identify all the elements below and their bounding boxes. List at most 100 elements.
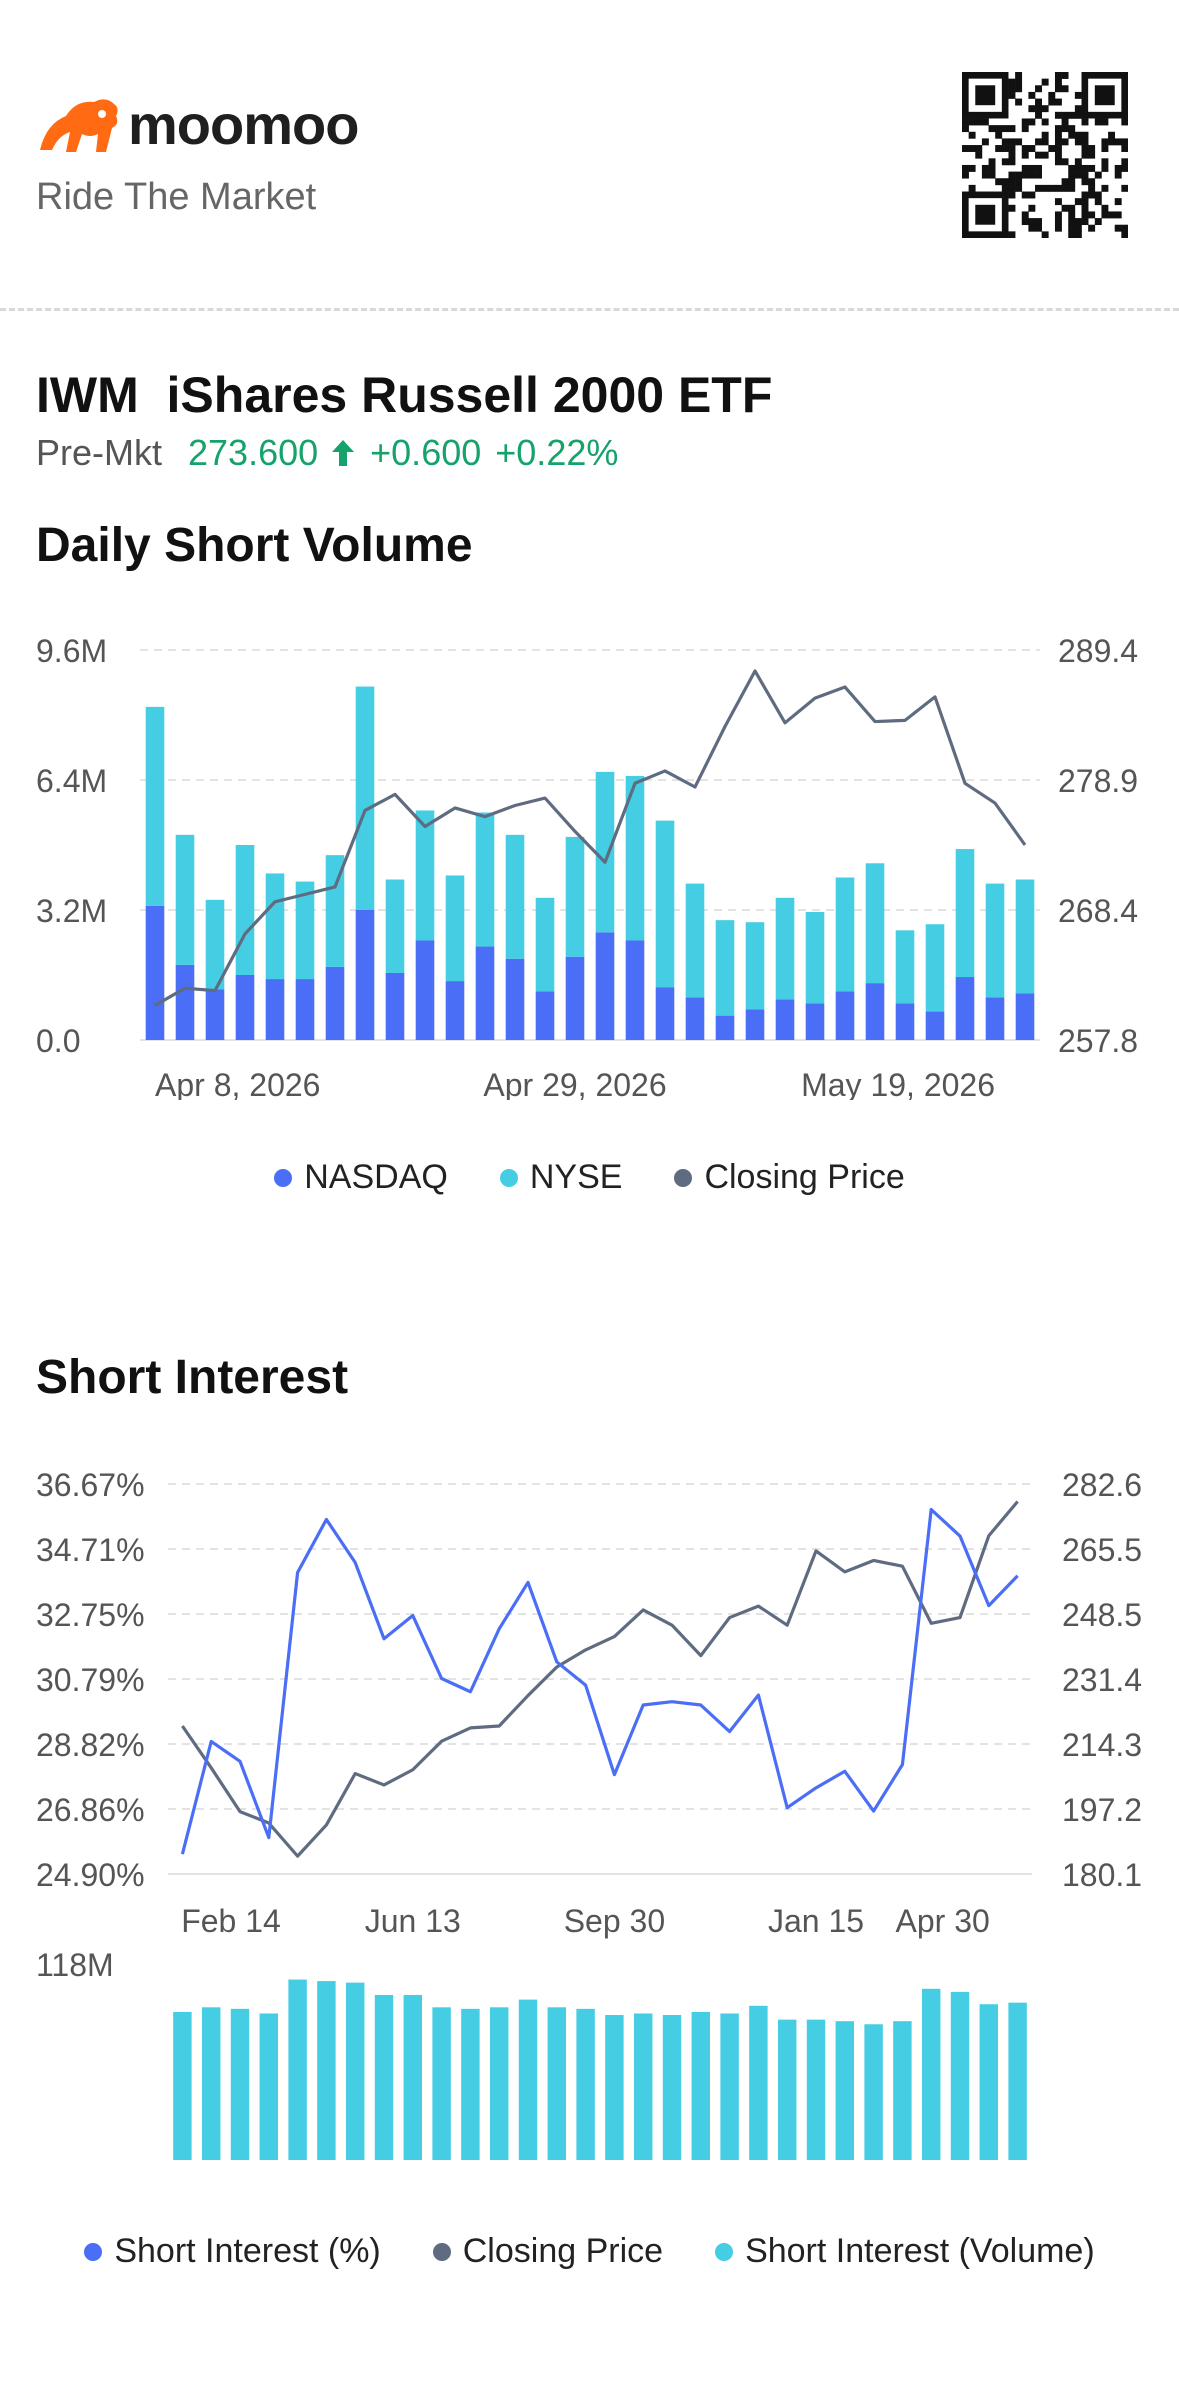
qr-module: [1054, 85, 1062, 93]
bar-nyse: [595, 771, 615, 933]
qr-module: [1094, 118, 1102, 126]
y-left-tick-label: 24.90%: [36, 1857, 145, 1893]
short-interest-volume-bar: [173, 2011, 192, 2160]
qr-module: [1035, 184, 1042, 192]
app-header: moomoo Ride The Market: [0, 0, 1179, 311]
qr-module: [1094, 218, 1102, 226]
bar-nyse: [175, 834, 195, 965]
bar-nasdaq: [565, 956, 585, 1040]
bar-nasdaq: [445, 981, 465, 1040]
legend-item-short-interest-volume: Short Interest (Volume): [715, 2232, 1095, 2271]
bar-nyse: [715, 920, 735, 1016]
qr-module: [1001, 178, 1009, 186]
bar-nyse: [205, 899, 225, 990]
x-tick-label: Sep 30: [564, 1903, 665, 1939]
qr-module: [1021, 171, 1029, 179]
short-interest-volume-bar: [777, 2019, 797, 2160]
qr-module: [1068, 204, 1076, 212]
qr-module: [1048, 91, 1056, 99]
bar-nyse: [805, 912, 825, 1004]
qr-module: [1074, 164, 1082, 172]
qr-module: [1081, 178, 1089, 186]
qr-module: [1081, 164, 1089, 172]
bar-nasdaq: [535, 991, 555, 1040]
qr-module: [1068, 211, 1076, 219]
qr-module: [1114, 211, 1122, 219]
qr-module: [1088, 191, 1096, 199]
qr-module: [988, 158, 996, 166]
qr-module: [1015, 171, 1023, 179]
closing-price-line: [181, 1500, 1019, 1858]
x-tick-label: Apr 29, 2026: [483, 1067, 666, 1100]
y-right-tick-label: 282.6: [1062, 1467, 1142, 1503]
qr-module: [1088, 184, 1096, 192]
qr-code-icon: [962, 72, 1128, 238]
bar-nyse: [295, 881, 315, 980]
bar-nasdaq: [745, 1009, 765, 1040]
short-interest-volume-bar: [720, 2013, 739, 2160]
qr-module: [1054, 138, 1062, 146]
bar-nyse: [865, 863, 885, 984]
bar-nyse: [415, 810, 435, 941]
qr-module: [1028, 218, 1036, 226]
qr-module: [1101, 204, 1109, 212]
qr-module: [1061, 184, 1069, 192]
qr-module: [1001, 158, 1009, 166]
qr-module: [981, 138, 989, 146]
qr-module: [1021, 164, 1029, 172]
qr-module: [1048, 145, 1056, 152]
legend-label: NYSE: [529, 1158, 623, 1196]
qr-module: [1035, 85, 1042, 93]
qr-module: [1088, 211, 1096, 219]
qr-module: [1094, 198, 1102, 206]
bar-nasdaq: [655, 987, 675, 1040]
short-interest-volume-bar: [489, 2007, 509, 2160]
qr-module: [1081, 171, 1089, 179]
qr-module: [1081, 138, 1089, 146]
short-interest-volume-bar: [576, 2008, 595, 2160]
qr-module: [1114, 164, 1122, 172]
qr-module: [1054, 131, 1062, 139]
qr-module: [1021, 151, 1029, 159]
ticker-title: IWM iShares Russell 2000 ETF: [36, 366, 772, 424]
short-interest-volume-bar: [201, 2007, 221, 2160]
qr-module: [1121, 158, 1128, 166]
qr-module: [1015, 184, 1023, 192]
qr-module: [1081, 118, 1089, 126]
bar-nyse: [265, 873, 285, 980]
short-interest-volume-bar: [432, 2007, 451, 2160]
short-interest-volume-bar: [921, 1988, 941, 2160]
y-left-tick-label: 3.2M: [36, 893, 107, 929]
qr-module: [1041, 184, 1049, 192]
y-right-tick-label: 278.9: [1058, 763, 1138, 799]
qr-module: [988, 125, 996, 133]
qr-module: [1101, 184, 1109, 192]
qr-module: [1041, 231, 1049, 238]
y-left-tick-label: 30.79%: [36, 1662, 145, 1698]
legend-label: Short Interest (%): [114, 2232, 381, 2270]
short-interest-volume-bar: [317, 1981, 336, 2160]
y-left-tick-label: 0.0: [36, 1023, 80, 1059]
qr-module: [1061, 125, 1069, 133]
qr-module: [1054, 125, 1062, 133]
short-interest-chart: 36.67% 282.6 34.71% 265.5 32.75% 248.5 30.79% 2…: [36, 1467, 1142, 2160]
qr-module: [1068, 111, 1076, 119]
bar-nasdaq: [295, 979, 315, 1040]
qr-module: [1068, 231, 1076, 238]
qr-module: [1041, 105, 1049, 113]
bar-nasdaq: [265, 979, 285, 1040]
daily-short-volume-legend: NASDAQ NYSE Closing Price: [0, 1158, 1179, 1197]
qr-module: [1081, 204, 1089, 212]
bar-nasdaq: [475, 946, 495, 1040]
qr-module: [1074, 105, 1082, 113]
legend-dot: [84, 2242, 103, 2261]
legend-dot: [274, 1168, 293, 1187]
qr-module: [975, 145, 983, 152]
qr-module: [1008, 125, 1016, 133]
qr-module: [1001, 145, 1009, 152]
qr-module: [1028, 145, 1036, 152]
qr-module: [1035, 164, 1042, 172]
x-tick-label: Jan 15: [768, 1903, 864, 1939]
legend-item-short-interest-pct: Short Interest (%): [84, 2232, 381, 2271]
qr-module: [1081, 145, 1089, 152]
